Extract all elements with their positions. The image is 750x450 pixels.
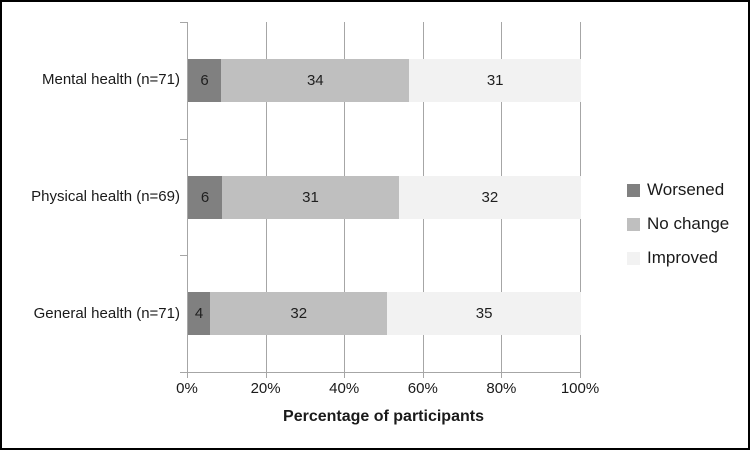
bar-segment-no-change: 32: [210, 292, 388, 336]
x-tick-label: 100%: [560, 380, 600, 397]
x-axis-tick: [501, 372, 503, 378]
bar-row: 6 34 31: [188, 58, 581, 102]
bar-segment-improved: 35: [387, 292, 581, 336]
bar-value-label: 34: [306, 71, 324, 89]
plot-area: 6 34 31 6 31 32 4 32 35: [180, 22, 581, 378]
bar-value-label: 6: [200, 188, 210, 206]
bar-segment-no-change: 34: [221, 58, 410, 102]
legend-label: Improved: [647, 248, 718, 267]
y-axis-tick: [180, 22, 188, 23]
bar-segment-no-change: 31: [222, 175, 399, 219]
bar-segment-improved: 32: [398, 175, 581, 219]
x-axis-title: Percentage of participants: [283, 408, 484, 425]
bar-value-label: 4: [194, 305, 204, 323]
bar-value-label: 31: [486, 71, 504, 89]
y-axis-tick: [180, 139, 188, 140]
category-label: General health (n=71): [33, 304, 180, 322]
legend-label: No change: [647, 214, 730, 233]
x-axis-tick: [422, 372, 424, 378]
x-tick-label: 60%: [407, 380, 438, 397]
x-tick-label: 20%: [250, 380, 281, 397]
x-tick-label: 0%: [176, 380, 198, 397]
bar-segment-worsened: 6: [188, 175, 223, 219]
bar-row: 6 31 32: [188, 175, 581, 219]
category-label: Mental health (n=71): [41, 71, 180, 89]
bar-row: 4 32 35: [188, 292, 581, 336]
bar-segment-improved: 31: [409, 58, 581, 102]
y-axis-tick: [180, 255, 188, 256]
legend-item-worsened: Worsened: [627, 180, 729, 200]
legend-item-improved: Improved: [627, 248, 729, 268]
legend-label: Worsened: [647, 180, 725, 199]
bar-value-label: 32: [290, 305, 308, 323]
bar-value-label: 35: [475, 305, 493, 323]
legend: Worsened No change Improved: [627, 180, 729, 268]
legend-swatch-icon: [627, 183, 640, 197]
x-axis-tick: [344, 372, 346, 378]
bar-segment-worsened: 6: [188, 58, 222, 102]
legend-swatch-icon: [627, 217, 640, 231]
x-tick-label: 40%: [329, 380, 360, 397]
bar-segment-worsened: 4: [188, 292, 211, 336]
bar-value-label: 31: [302, 188, 319, 206]
x-tick-label: 80%: [486, 380, 517, 397]
category-label: Physical health (n=69): [31, 188, 180, 205]
legend-item-no-change: No change: [627, 214, 729, 234]
x-axis-tick: [265, 372, 267, 378]
x-axis-tick: [580, 372, 581, 378]
bar-value-label: 32: [481, 188, 499, 206]
legend-swatch-icon: [627, 251, 640, 265]
x-axis-tick: [187, 372, 188, 378]
bar-value-label: 6: [200, 71, 209, 89]
y-axis-tick: [180, 372, 188, 373]
